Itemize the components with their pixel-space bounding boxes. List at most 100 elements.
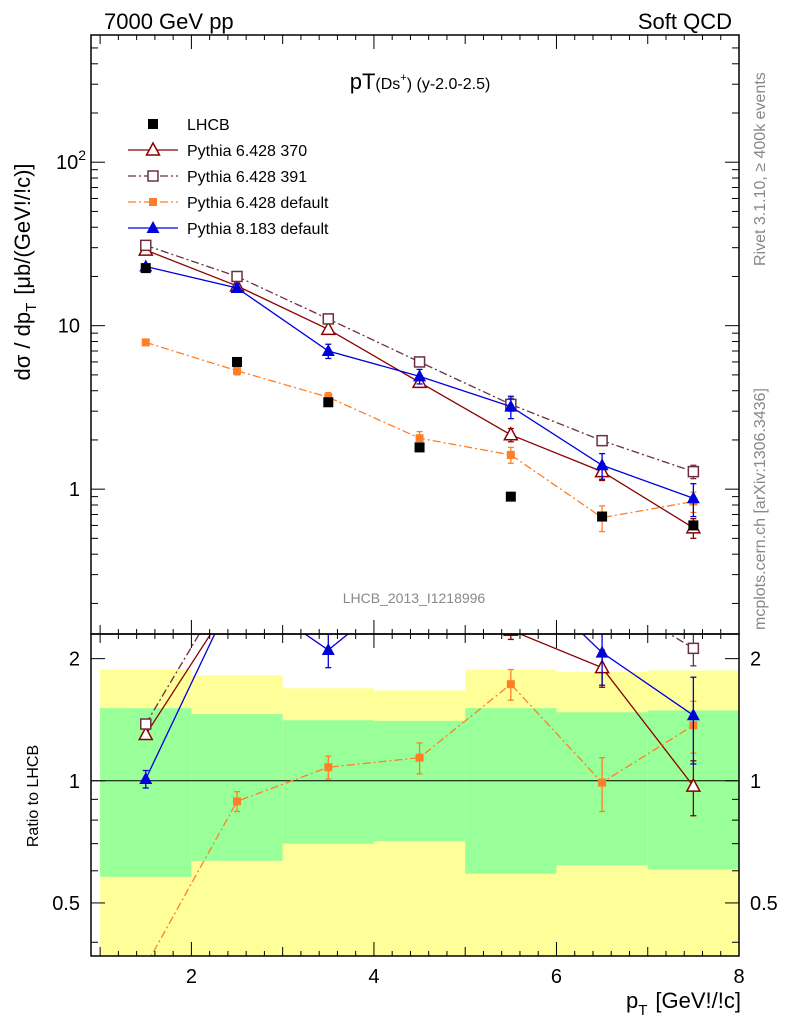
main-point-py8-4 [504, 399, 518, 412]
main-point-lhcb-2 [323, 397, 334, 408]
main-point-pydef-2 [324, 393, 333, 402]
legend-label-py370: Pythia 6.428 370 [187, 143, 307, 160]
ratio-bands [100, 669, 739, 956]
ratio-point-pydef-5 [598, 778, 607, 787]
ratio-point-pydef-2 [324, 763, 333, 772]
ratio-point-py8-6 [686, 708, 700, 721]
title-sub: (Ds [375, 76, 400, 93]
main-point-py391-6 [687, 465, 700, 478]
ratio-point-py8-4 [504, 558, 517, 570]
ratio-point-py8-1 [231, 580, 244, 592]
title-main: pT [350, 69, 376, 94]
legend-marker-lhcb [148, 119, 158, 129]
main-point-lhcb-1 [232, 356, 243, 367]
xlabel-unit: [GeV!/!c] [655, 988, 741, 1013]
main-point-pydef-4 [506, 450, 515, 459]
ratio-frame [90, 633, 740, 957]
ratio-point-py8-3 [413, 569, 426, 581]
main-point-py391-5 [596, 434, 608, 447]
chart-title: pT(Ds+) (y-2.0-2.5) [350, 69, 491, 94]
ratio-point-py370-2 [322, 592, 335, 604]
ratio-series [91, 550, 739, 970]
ratio-point-py391-1 [232, 565, 242, 575]
ratio-point-py391-0 [140, 718, 152, 730]
main-series [138, 239, 702, 540]
band-inner-1 [191, 714, 283, 861]
rtick-label-l-1: 1 [69, 771, 80, 793]
rtick-label-r-2: 2 [750, 649, 761, 671]
ratio-ylabel: Ratio to LHCB [25, 745, 42, 847]
ratio-point-py391-4 [506, 550, 516, 560]
rtick-label-l-0: 0.5 [52, 893, 80, 915]
band-inner-2 [282, 720, 374, 844]
ratio-point-pydef-1 [233, 797, 242, 806]
title-sup: + [400, 72, 406, 84]
ytick-sup-2: 2 [78, 147, 86, 163]
legend-marker-py370 [145, 141, 161, 156]
legend-label-py8: Pythia 8.183 default [187, 221, 329, 238]
main-point-lhcb-3 [414, 442, 425, 453]
main-line-pydef [145, 341, 694, 519]
analysis-id: LHCB_2013_I1218996 [343, 590, 486, 606]
main-point-lhcb-4 [505, 491, 516, 502]
band-inner-4 [465, 708, 557, 874]
legend-marker-py391 [147, 170, 159, 182]
ratio-point-py8-2 [321, 643, 335, 656]
xtick-label-2: 2 [186, 966, 197, 988]
main-point-py370-4 [503, 426, 519, 441]
ratio-point-py8-0 [139, 772, 153, 785]
main-point-pydef-0 [141, 338, 150, 347]
header-left: 7000 GeV pp [104, 9, 234, 34]
xlabel-sub: T [638, 1002, 647, 1019]
xtick-label-6: 6 [551, 966, 562, 988]
xtick-label-8: 8 [733, 966, 744, 988]
ratio-point-pydef-0 [142, 962, 150, 970]
main-point-py370-2 [320, 320, 337, 336]
mcplots-label: mcplots.cern.ch [arXiv:1306.3436] [752, 388, 769, 630]
ratio-point-py370-1 [231, 586, 244, 598]
main-point-pydef-1 [233, 366, 242, 375]
main-point-py8-2 [321, 344, 335, 357]
rtick-label-r-0: 0.5 [750, 893, 778, 915]
ratio-point-py370-6 [685, 777, 702, 792]
ratio-point-py391-5 [597, 588, 607, 598]
main-point-py391-2 [322, 313, 335, 325]
main-point-lhcb-6 [688, 520, 699, 531]
ytick-label-0: 1 [69, 479, 80, 501]
ratio-point-pydef-3 [415, 753, 424, 762]
main-point-py391-3 [413, 356, 426, 368]
main-point-py8-5 [595, 458, 609, 471]
main-point-py391-1 [231, 270, 243, 283]
legend-marker-pydef [149, 198, 157, 206]
ratio-point-pydef-4 [506, 680, 515, 689]
ratio-point-py391-6 [687, 642, 700, 655]
ratio-point-py370-0 [138, 725, 154, 741]
ylabel-sub: T [23, 303, 40, 312]
header-right: Soft QCD [638, 9, 732, 34]
title-tail: ) (y-2.0-2.5) [407, 76, 491, 93]
xtick-label-4: 4 [368, 966, 379, 988]
ratio-point-py370-3 [413, 612, 426, 624]
main-line-py370 [145, 249, 694, 529]
main-point-lhcb-5 [597, 511, 608, 522]
xlabel-main: p [626, 988, 638, 1013]
ytick-label-2: 102 [56, 147, 86, 174]
main-point-lhcb-0 [140, 263, 151, 274]
rtick-label-l-2: 2 [69, 649, 80, 671]
main-point-py8-3 [413, 369, 427, 382]
legend-label-pydef: Pythia 6.428 default [187, 195, 329, 212]
rtick-label-r-1: 1 [750, 771, 761, 793]
legend-marker-py8 [146, 221, 160, 233]
main-point-py391-0 [140, 239, 152, 252]
legend-label-lhcb: LHCB [187, 117, 230, 134]
ytick-base-2: 10 [56, 152, 78, 174]
main-point-py8-1 [230, 281, 244, 294]
xlabel: pT [GeV!/!c] [626, 988, 741, 1019]
ratio-point-py391-3 [415, 565, 425, 575]
ylabel-unit: [μb/(GeV!/!c)] [10, 163, 35, 294]
main-point-pydef-3 [415, 434, 424, 443]
main-ylabel: dσ / dpT [μb/(GeV!/!c)] [10, 163, 40, 380]
legend: LHCB Pythia 6.428 370 Pythia 6.428 391 Pyth… [128, 117, 329, 238]
